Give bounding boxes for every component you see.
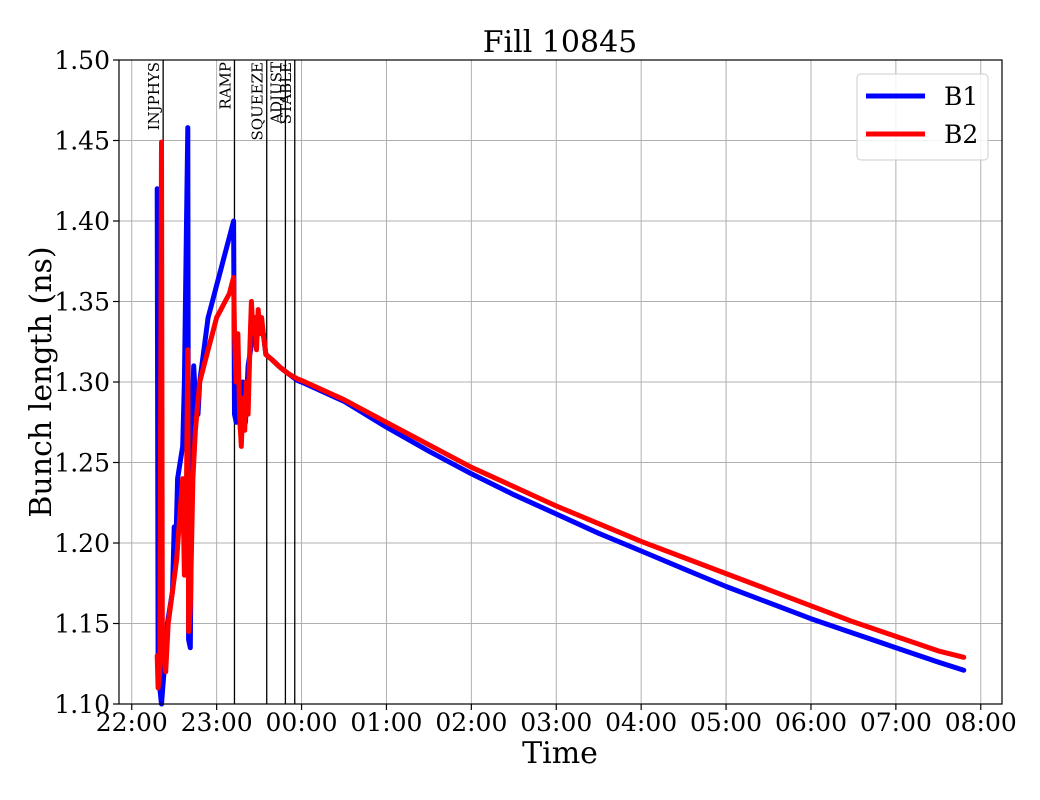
y-axis-label: Bunch length (ns) [24,246,59,517]
data-series [154,125,967,707]
phase-label-injphys: INJPHYS [145,62,163,130]
x-axis-label: Time [522,736,598,771]
axis-ticks: 22:00 23:00 00:00 01:00 02:00 03:00 04:00 05:00… [54,46,1016,737]
x-tick-label: 23:00 [181,708,253,737]
y-tick-label: 1.50 [54,46,110,75]
y-tick-label: 1.25 [54,449,110,478]
x-tick-label: 02:00 [435,708,507,737]
y-tick-label: 1.10 [54,690,110,719]
y-tick-label: 1.15 [54,610,110,639]
phase-label-adjust: ADJUST [267,62,285,125]
x-tick-label: 06:00 [775,708,847,737]
x-tick-label: 01:00 [350,708,422,737]
y-tick-label: 1.40 [54,207,110,236]
x-tick-label: 00:00 [266,708,338,737]
x-tick-label: 08:00 [945,708,1017,737]
legend: B1 B2 [856,73,989,161]
x-tick-label: 04:00 [605,708,677,737]
series-line-b2 [154,139,967,691]
y-tick-label: 1.30 [54,368,110,397]
phase-label-stable: STABLE [277,62,295,124]
phase-label-ramp: RAMP [216,62,234,110]
legend-label-b1: B1 [944,82,978,111]
chart-title: Fill 10845 [483,25,638,60]
legend-label-b2: B2 [944,120,978,149]
y-tick-label: 1.35 [54,288,110,317]
x-tick-label: 03:00 [520,708,592,737]
phase-label-squeeze: SQUEEZE [249,62,267,141]
y-tick-label: 1.20 [54,529,110,558]
x-tick-label: 07:00 [860,708,932,737]
y-tick-label: 1.45 [54,127,110,156]
x-tick-label: 05:00 [690,708,762,737]
x-tick-label: 22:00 [96,708,168,737]
